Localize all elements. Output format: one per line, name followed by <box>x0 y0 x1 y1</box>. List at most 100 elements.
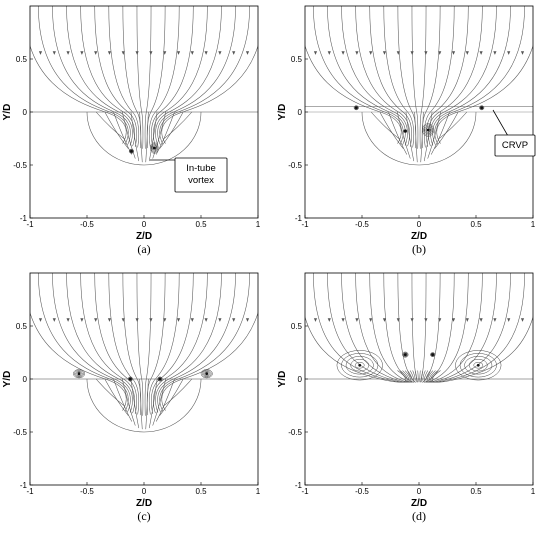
x-tick-label: 0 <box>417 487 422 496</box>
streamline <box>161 44 258 144</box>
streamline <box>108 273 140 415</box>
streamline <box>151 273 194 414</box>
streamline <box>434 6 525 145</box>
x-axis-label: Z/D <box>136 498 152 509</box>
tube-streamline <box>139 111 143 163</box>
streamline-arrow <box>94 318 98 322</box>
vortex-ring <box>402 351 409 358</box>
streamline <box>157 273 236 412</box>
streamline-arrow <box>341 51 345 55</box>
tube-streamline <box>148 378 158 429</box>
streamline <box>66 6 133 146</box>
streamline-arrow <box>80 51 84 55</box>
x-axis-label: Z/D <box>411 498 427 509</box>
streamline-arrow <box>66 51 70 55</box>
tube-streamline <box>159 111 184 149</box>
y-tick-label: -0.5 <box>13 161 27 170</box>
streamline <box>144 6 152 149</box>
streamline <box>432 6 511 145</box>
tube-streamline <box>388 111 408 155</box>
streamline <box>423 6 455 148</box>
streamline-arrow <box>260 318 263 322</box>
vortex-ring <box>422 123 435 137</box>
streamline <box>151 6 194 147</box>
y-tick-label: -1 <box>295 214 303 223</box>
vortex-ring <box>75 370 83 377</box>
streamline-arrow <box>313 51 318 55</box>
annotation-arrow <box>492 109 509 137</box>
vortex-ring <box>430 352 435 357</box>
streamline-arrow <box>245 51 250 55</box>
streamline <box>30 311 127 411</box>
vortex-core <box>476 363 480 367</box>
y-axis-label: Y/D <box>277 104 288 121</box>
y-tick-label: 0 <box>298 375 303 384</box>
tube-outline <box>86 378 202 433</box>
streamline <box>327 6 406 145</box>
tube-outline <box>361 111 477 166</box>
tube-streamline <box>434 111 459 149</box>
tube-streamline <box>420 111 424 163</box>
streamline <box>355 6 410 147</box>
tube-streamline <box>152 378 167 426</box>
streamline-arrow <box>204 51 208 55</box>
tube-streamline <box>162 111 193 140</box>
x-tick-label: 1 <box>256 220 261 229</box>
x-tick-label: 0.5 <box>195 220 207 229</box>
panel-a: -1 -0.5 0 0.5 1 0.5 0 -0.5 -1 Z/D Y/D (a) In-tube vor… <box>0 0 275 267</box>
streamline-arrow <box>424 51 428 55</box>
vortex-core <box>130 149 133 153</box>
streamline <box>327 273 410 383</box>
streamline-arrow <box>382 51 387 55</box>
streamline-arrow <box>396 51 400 55</box>
y-tick-label: -0.5 <box>288 428 302 437</box>
streamline-arrow <box>396 318 400 322</box>
streamline-arrow <box>232 318 236 322</box>
y-axis-label: Y/D <box>277 371 288 388</box>
x-tick-label: -1 <box>301 220 309 229</box>
streamline-arrow <box>479 318 483 322</box>
streamline <box>397 273 417 383</box>
vortex-ring <box>423 124 433 136</box>
tube-streamline <box>370 111 401 140</box>
streamline-arrow <box>451 51 456 55</box>
tube-streamline <box>113 378 133 422</box>
streamline-arrow <box>535 318 538 322</box>
streamline <box>427 273 497 383</box>
vortex-ring <box>128 148 134 154</box>
vortex-ring <box>479 105 484 110</box>
streamline <box>38 273 129 412</box>
panel-caption: (c) <box>137 509 150 523</box>
vortex-ring <box>430 352 436 357</box>
streamline <box>66 273 133 413</box>
tube-streamline <box>95 378 126 407</box>
streamline-arrow <box>176 318 181 322</box>
tube-streamline <box>379 111 404 149</box>
tube-streamline <box>427 111 442 159</box>
vortex-core <box>152 146 156 150</box>
panel-caption: (d) <box>412 509 426 523</box>
tube-streamline <box>130 378 140 429</box>
streamline-arrow <box>190 318 194 322</box>
x-tick-label: 0.5 <box>470 220 482 229</box>
streamline-arrow <box>190 51 194 55</box>
streamline-arrow <box>313 318 318 322</box>
tube-streamline <box>95 111 126 140</box>
streamline-arrow <box>245 318 250 322</box>
vortex-ring <box>152 145 157 151</box>
streamline-arrow <box>327 51 331 55</box>
y-tick-label: 0 <box>298 108 303 117</box>
streamline-arrow <box>465 318 469 322</box>
tube-streamline <box>430 111 450 155</box>
streamline <box>428 6 483 147</box>
streamline <box>426 6 469 147</box>
panel-caption: (a) <box>137 242 150 256</box>
vortex-ring <box>345 356 374 375</box>
streamline-arrow <box>176 51 181 55</box>
vortex-core <box>128 377 132 381</box>
streamline <box>369 6 412 147</box>
streamline <box>148 273 180 415</box>
streamline <box>153 273 208 414</box>
streamline-arrow <box>369 51 373 55</box>
x-tick-label: -0.5 <box>80 220 94 229</box>
